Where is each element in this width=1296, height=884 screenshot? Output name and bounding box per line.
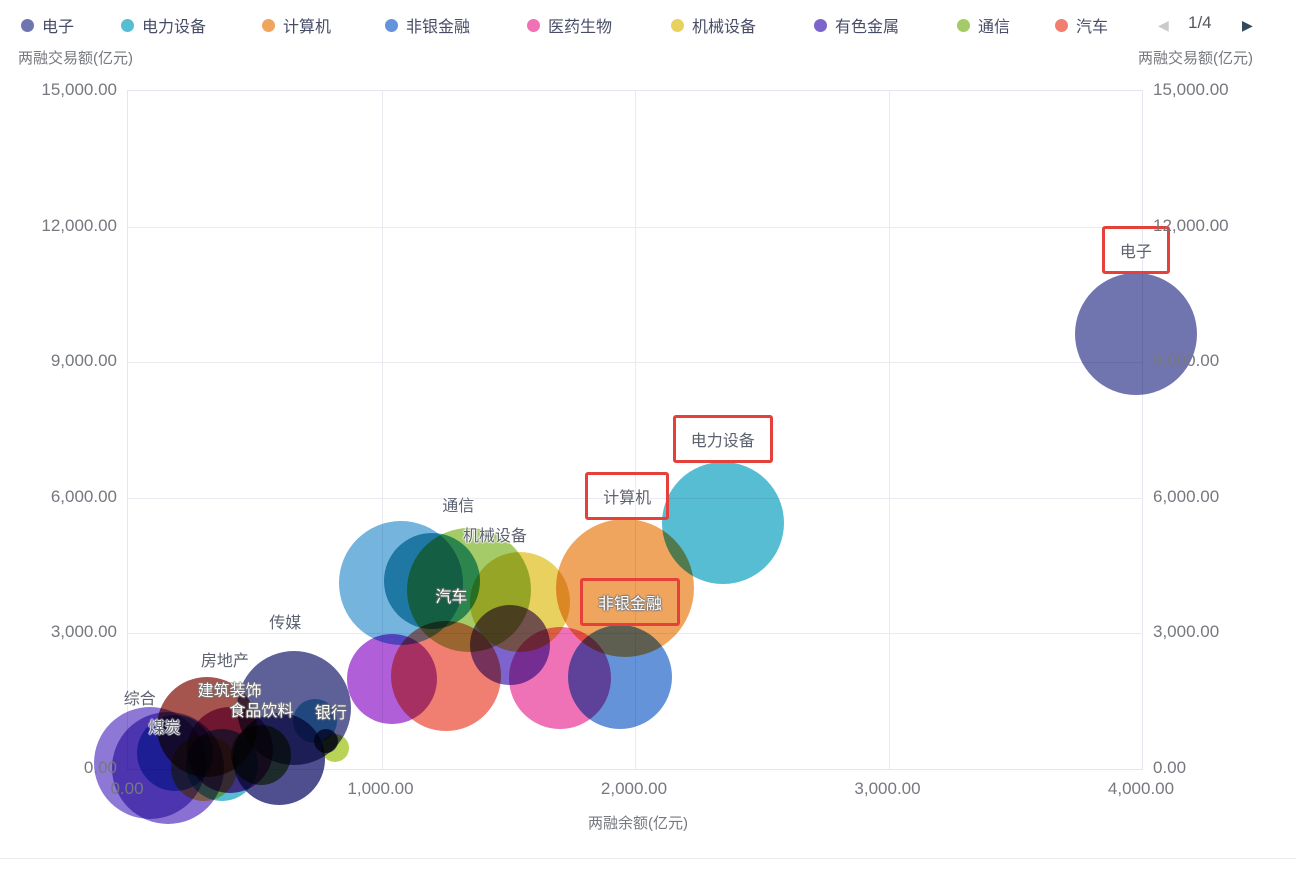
legend-item-label: 有色金属 [835, 19, 900, 36]
legend-dot-icon [385, 18, 398, 32]
y-tick-label-right: 12,000.00 [1153, 215, 1229, 235]
highlighted-bubble-label-非银金融: 非银金融 [580, 578, 681, 627]
y-axis-name-right: 两融交易额(亿元) [1138, 50, 1253, 67]
legend-item-医药生物[interactable]: 医药生物 [527, 14, 612, 36]
y-tick-label-right: 15,000.00 [1153, 80, 1229, 99]
bubble-label-传媒: 传媒 [269, 614, 302, 632]
bubble-unlabeled[interactable] [346, 633, 437, 724]
legend-item-有色金属[interactable]: 有色金属 [814, 14, 899, 36]
x-tick-label: 3,000.00 [854, 779, 921, 798]
legend-dot-icon [21, 18, 34, 32]
legend-dot-icon [262, 18, 275, 32]
y-tick-label-right: 9,000.00 [1153, 351, 1220, 371]
x-gridline [635, 91, 636, 769]
x-tick-label: 2,000.00 [600, 779, 668, 798]
bubble-label-通信: 通信 [442, 497, 475, 515]
y-tick-label-left: 12,000.00 [41, 215, 117, 235]
y-tick-label-right: 6,000.00 [1153, 486, 1220, 506]
legend-item-机械设备[interactable]: 机械设备 [671, 14, 756, 36]
legend-prev-arrow-icon[interactable]: ◀ [1158, 17, 1169, 33]
legend-item-计算机[interactable]: 计算机 [262, 14, 331, 36]
legend-item-电力设备[interactable]: 电力设备 [121, 14, 206, 36]
highlighted-bubble-label-计算机: 计算机 [585, 471, 670, 520]
legend-item-label: 电力设备 [142, 19, 207, 36]
x-gridline [381, 91, 383, 769]
y-tick-label-right: 0.00 [1153, 758, 1187, 777]
y-tick-label-left: 9,000.00 [50, 351, 117, 371]
x-gridline [888, 91, 890, 769]
y-axis-name-left: 两融交易额(亿元) [18, 50, 133, 67]
bubble-label-综合: 综合 [123, 690, 156, 708]
legend-item-汽车[interactable]: 汽车 [1055, 14, 1108, 36]
y-tick-label-right: 3,000.00 [1153, 622, 1220, 642]
legend-page-indicator: 1/4 [1188, 13, 1212, 32]
legend-item-电子[interactable]: 电子 [21, 14, 74, 36]
legend-item-label: 电子 [42, 19, 75, 36]
legend-item-label: 汽车 [1076, 19, 1109, 36]
legend-dot-icon [1055, 18, 1068, 32]
legend-item-label: 机械设备 [692, 19, 757, 36]
x-tick-label: 0.00 [110, 779, 144, 798]
legend-item-label: 医药生物 [548, 19, 613, 36]
bubble-label-汽车: 汽车 [435, 588, 468, 606]
y-gridline [128, 226, 1142, 228]
y-tick-label-left: 15,000.00 [41, 80, 117, 99]
legend-dot-icon [957, 18, 970, 32]
bubble-label-建筑装饰: 建筑装饰 [197, 682, 262, 700]
y-tick-label-left: 6,000.00 [50, 486, 117, 506]
legend-item-label: 通信 [978, 19, 1011, 36]
bubble-label-机械设备: 机械设备 [462, 527, 527, 545]
bubble-非银金融[interactable] [568, 625, 673, 730]
legend-dot-icon [814, 18, 827, 32]
y-tick-label-left: 3,000.00 [50, 622, 117, 642]
highlighted-bubble-label-电子: 电子 [1101, 226, 1170, 275]
y-gridline [128, 497, 1142, 499]
legend-dot-icon [527, 18, 540, 32]
bottom-divider [0, 858, 1296, 859]
x-tick-label: 4,000.00 [1107, 779, 1175, 798]
legend-dot-icon [121, 18, 134, 32]
bubble-label-食品饮料: 食品饮料 [229, 702, 294, 720]
bubble-label-银行: 银行 [314, 704, 347, 722]
bubble-label-煤炭: 煤炭 [148, 720, 181, 737]
legend-item-非银金融[interactable]: 非银金融 [385, 14, 470, 36]
y-gridline [128, 362, 1142, 364]
legend-dot-icon [671, 18, 684, 32]
legend-item-label: 非银金融 [406, 19, 471, 36]
x-axis-name: 两融余额(亿元) [588, 815, 688, 832]
legend-item-通信[interactable]: 通信 [957, 14, 1010, 36]
bubble-label-房地产: 房地产 [200, 652, 249, 670]
highlighted-bubble-label-电力设备: 电力设备 [672, 415, 773, 464]
legend-item-label: 计算机 [283, 19, 332, 36]
x-tick-label: 1,000.00 [347, 779, 414, 798]
bubble-银行[interactable] [320, 733, 349, 762]
bubble-电子[interactable] [1074, 273, 1197, 396]
legend-next-arrow-icon[interactable]: ▶ [1242, 17, 1253, 33]
y-tick-label-left: 0.00 [83, 758, 117, 777]
bubble-电力设备[interactable] [661, 462, 784, 585]
